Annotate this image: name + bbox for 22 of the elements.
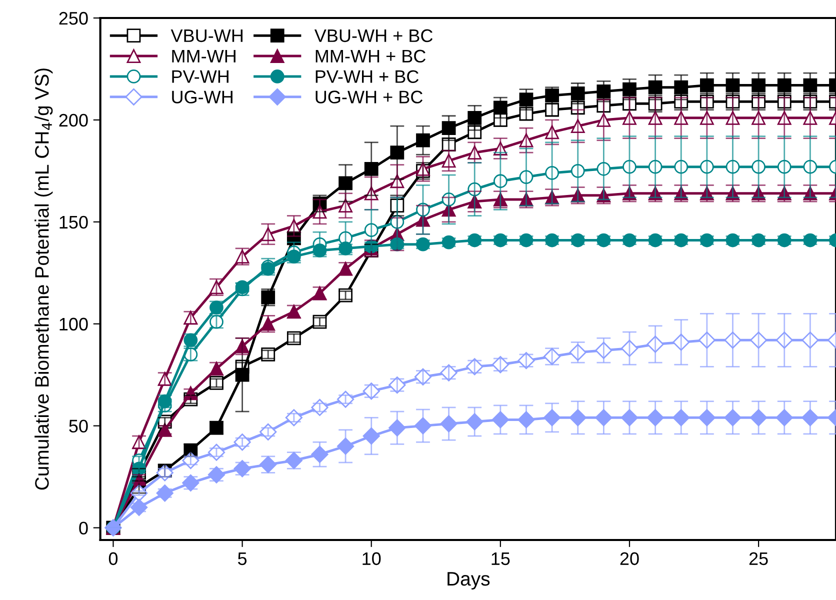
y-axis-title: Cumulative Biomethane Potential (mL CH$_{4}$/g VS)	[34, 68, 53, 490]
legend-label: VBU-WH + BC	[314, 29, 433, 42]
legend-label: UG-WH + BC	[316, 90, 423, 104]
y-tick-label: 100	[60, 318, 88, 331]
legend-label: UG-WH	[172, 90, 232, 104]
x-tick-label: 10	[362, 552, 381, 566]
legend-label: MM-WH + BC	[316, 50, 426, 63]
x-tick-label: 5	[238, 552, 247, 566]
y-tick-label: 150	[60, 216, 88, 229]
legend-label: PV-WH + BC	[316, 70, 419, 83]
x-tick-label: 15	[492, 552, 510, 566]
x-tick-label: 20	[620, 552, 639, 566]
y-tick-label: 50	[69, 420, 88, 433]
x-tick-label: 0	[108, 552, 118, 566]
y-tick-label: 0	[79, 522, 88, 534]
y-tick-label: 200	[59, 114, 88, 127]
legend-label: PV-WH	[172, 70, 228, 83]
y-tick-label: 250	[59, 12, 88, 25]
legend-label: MM-WH	[172, 50, 236, 62]
legend-label: VBU-WH	[170, 29, 242, 42]
x-axis-title: Days	[448, 572, 490, 590]
x-tick-label: 25	[749, 552, 768, 566]
